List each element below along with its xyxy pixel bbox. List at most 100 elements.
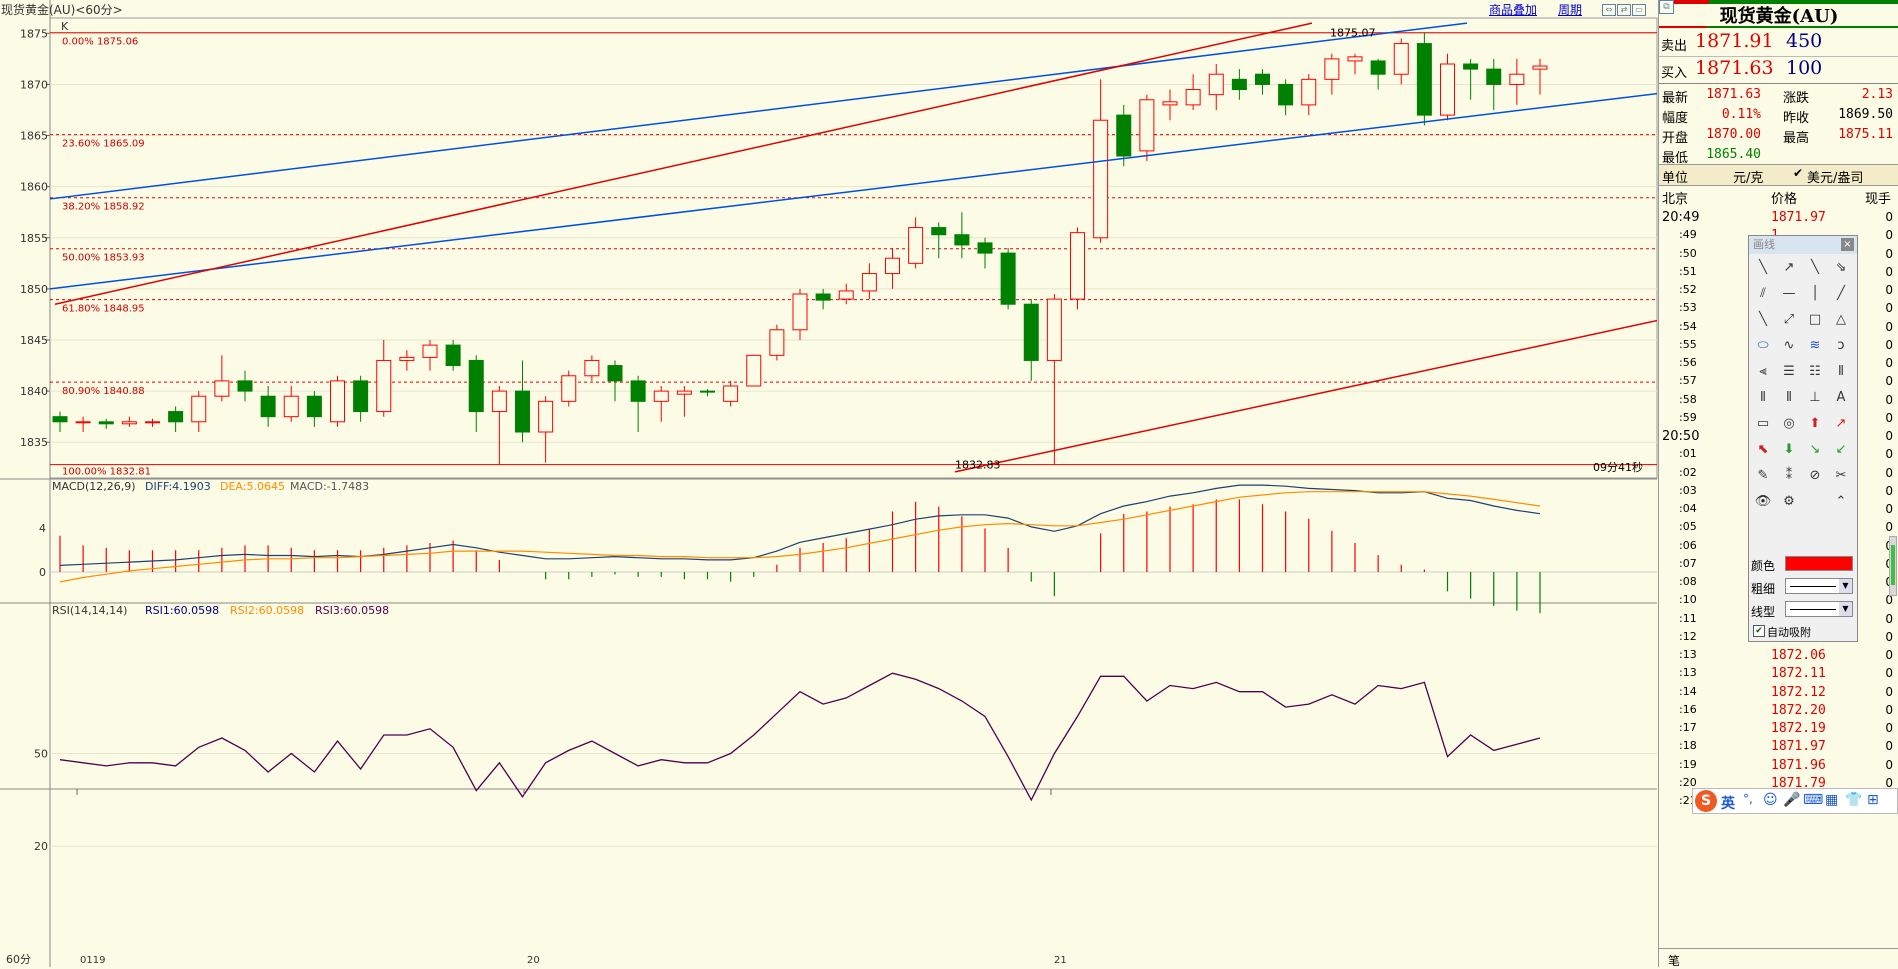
ellipse-icon[interactable]: ⬭ [1757,338,1769,353]
wave-icon[interactable]: ∿ [1783,338,1795,353]
stat-label-left: 开盘 [1662,131,1689,146]
chevron-down-icon[interactable]: ▼ [1839,579,1852,593]
rsi2-label: RSI2:60.0598 [230,604,304,617]
ime-toolbar[interactable]: S 英 °, ☺ 🎤 ⌨ ▦ 👕 ⊞ [1692,788,1898,814]
stat-row: 最低 1865.40 [1659,144,1898,166]
gann-icon[interactable]: ⫷ [1759,364,1767,379]
ime-language[interactable]: 英 [1721,796,1735,812]
candle-body [1000,252,1016,305]
parallel-icon[interactable]: ⫽ [1760,286,1766,301]
candle-body [931,227,947,236]
cycle-icon[interactable]: ⦀ [1838,364,1844,379]
fib-icon[interactable]: ☰ [1783,364,1795,379]
stat-value-left: 1871.63 [1706,87,1761,102]
arrow-red-icon[interactable]: ⬉ [1757,442,1769,457]
tick-volume: 0 [1885,629,1893,644]
style-select[interactable]: ▼ [1785,601,1853,617]
stat-label-left: 幅度 [1662,111,1689,126]
double-up-icon[interactable]: ⌃ [1835,494,1847,509]
toolbox-title-bar[interactable]: 画线 × [1749,236,1857,254]
kline-chart[interactable]: 1875 1870 1865 1860 1855 1850 1845 1840 1835 0.00… [0,0,1658,967]
speed-icon[interactable]: ⊥ [1809,390,1821,405]
tick-volume: 0 [1885,721,1893,735]
cycle-lines-icon[interactable]: ⦀ [1760,390,1766,405]
hide-icon[interactable]: ⊘ [1809,468,1821,483]
tile-icon[interactable]: ⇔ [1602,4,1616,16]
scissors-icon[interactable]: ✂ [1835,468,1847,483]
hline-icon[interactable]: — [1782,286,1796,301]
tick-price: 1872.20 [1771,702,1826,718]
tick-volume: 0 [1885,739,1893,754]
menu-grid-icon[interactable]: ⊞ [1867,792,1879,808]
diag-arrow-icon[interactable]: ↗ [1835,416,1847,431]
tick-time: :53 [1679,301,1697,315]
arrow-line-icon[interactable]: ⇘ [1835,260,1847,275]
chart-area[interactable]: 1875 1870 1865 1860 1855 1850 1845 1840 1835 0.00… [0,0,1658,967]
macd-diff-line [59,484,1541,566]
unit-value[interactable]: 元/克 [1733,171,1764,186]
segment-icon[interactable]: ╲ [1811,260,1819,275]
line-icon[interactable]: ╲ [1759,260,1767,275]
text-icon[interactable]: A [1836,390,1846,405]
keyboard-icon[interactable]: ⌨ [1803,792,1824,808]
fib-arc-icon[interactable]: ≋ [1809,338,1821,353]
lines-color-icon[interactable]: ⁑ [1785,468,1793,483]
up-arrow-icon[interactable]: ⬆ [1809,416,1821,431]
gann-lines-icon[interactable]: ⦀ [1786,390,1792,405]
fib-text-icon[interactable]: ☷ [1809,364,1821,379]
macd-dea-line [59,491,1541,583]
settings-gear-icon[interactable]: ⚙ [1783,494,1795,509]
arrow-down-right-icon[interactable]: ↘ [1809,442,1821,457]
auto-snap-row[interactable]: ✔ 自动吸附 [1753,623,1857,639]
mic-icon[interactable]: 🎤 [1783,792,1801,808]
tick-price: 1872.11 [1771,666,1826,682]
eraser-icon[interactable]: ✎ [1757,468,1769,483]
expand-icon[interactable]: ⇄ [1617,4,1631,16]
punctuation-icon[interactable]: °, [1743,792,1753,806]
toolbox-icon[interactable]: ▦ [1825,792,1839,808]
macd-dea-label: DEA:5.0645 [220,480,285,493]
maximize-icon[interactable]: ▭ [1632,4,1646,16]
y-tick-label: 1860 [20,181,48,194]
arrow-down-left-icon[interactable]: ↙ [1835,442,1847,457]
scrollbar-thumb[interactable] [1891,545,1895,585]
emoji-icon[interactable]: ☺ [1763,792,1778,808]
period-link[interactable]: 周期 [1558,3,1583,17]
skin-icon[interactable]: 👕 [1845,792,1863,808]
candle-body [283,395,299,418]
target-icon[interactable]: ◎ [1783,416,1795,431]
eye-icon[interactable]: 👁 [1754,494,1772,509]
color-label: 颜色 [1751,559,1776,573]
chart-title: 现货黄金(AU)<60分> [1,3,123,17]
fib-label: 50.00% 1853.93 [62,253,145,264]
k-label: K [61,20,69,33]
candle-body [1370,60,1386,75]
tick-time: :02 [1679,465,1697,479]
tick-time: :50 [1679,246,1697,260]
tick-volume: 0 [1885,246,1893,261]
fib-label: 38.20% 1858.92 [62,202,145,213]
extend-icon[interactable]: ⤢ [1783,312,1795,327]
color-swatch[interactable] [1785,556,1853,571]
rect-icon[interactable]: □ [1808,312,1822,327]
down-arrow-icon[interactable]: ⬇ [1783,442,1795,457]
ruler-icon[interactable]: ▭ [1756,416,1770,431]
width-select[interactable]: ▼ [1785,578,1853,594]
tick-time: :16 [1679,702,1697,716]
vline-icon[interactable]: │ [1811,286,1819,301]
window-buttons: ⇔ ⇄ ▭ [1602,1,1646,16]
spiral-icon[interactable]: ↄ [1837,338,1845,353]
auto-snap-checkbox[interactable]: ✔ [1753,625,1765,637]
chevron-down-icon[interactable]: ▼ [1839,602,1852,616]
unit-option[interactable]: 美元/盎司 [1807,171,1864,186]
trend-icon[interactable]: ╲ [1759,312,1767,327]
triangle-icon[interactable]: △ [1836,312,1846,327]
overlay-link[interactable]: 商品叠加 [1489,3,1538,17]
slant-icon[interactable]: ╱ [1837,286,1845,301]
restore-icon[interactable]: ⧉ [1659,0,1674,14]
tick-volume: 0 [1885,356,1893,370]
ray-icon[interactable]: ↗ [1783,260,1795,275]
candle-body [422,344,438,358]
toolbox-close-icon[interactable]: × [1841,238,1854,251]
y-tick-label: 1835 [20,436,48,449]
